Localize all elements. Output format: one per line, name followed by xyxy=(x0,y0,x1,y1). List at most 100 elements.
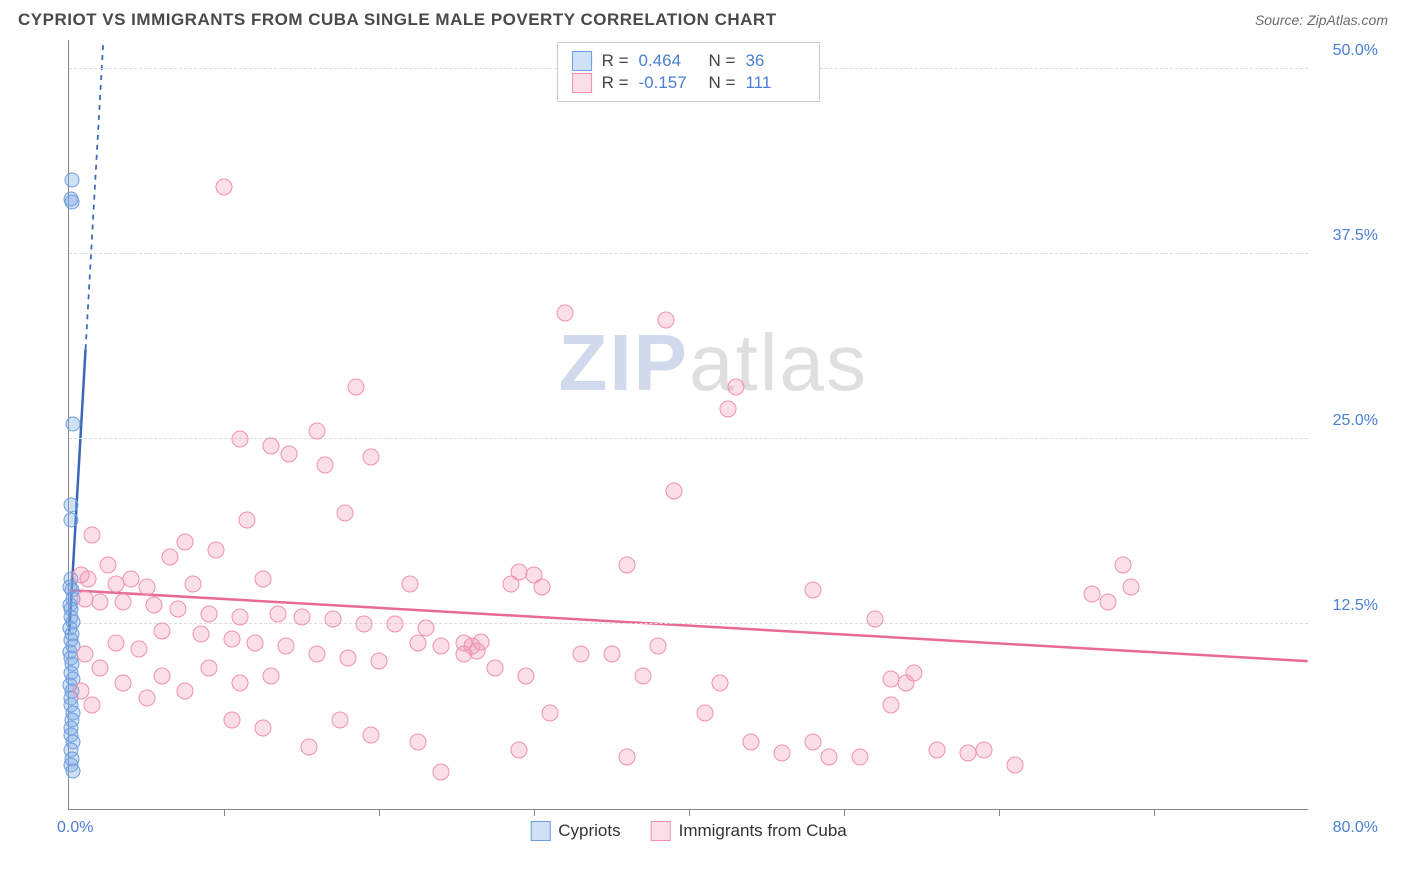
data-point xyxy=(76,590,93,607)
data-point xyxy=(278,638,295,655)
data-point xyxy=(882,697,899,714)
legend-r-label: R = xyxy=(602,73,629,93)
data-point xyxy=(1122,578,1139,595)
data-point xyxy=(254,719,271,736)
data-point xyxy=(634,667,651,684)
data-point xyxy=(433,638,450,655)
data-point xyxy=(301,738,318,755)
data-point xyxy=(79,571,96,588)
legend-label: Immigrants from Cuba xyxy=(679,821,847,841)
data-point xyxy=(541,704,558,721)
data-point xyxy=(371,652,388,669)
data-point xyxy=(161,549,178,566)
legend-r-value: -0.157 xyxy=(639,73,699,93)
plot-area: ZIPatlas R = 0.464N = 36R = -0.157N = 11… xyxy=(68,40,1308,810)
data-point xyxy=(533,578,550,595)
data-point xyxy=(177,682,194,699)
data-point xyxy=(820,749,837,766)
legend-swatch xyxy=(530,821,550,841)
data-point xyxy=(63,513,78,528)
data-point xyxy=(130,641,147,658)
data-point xyxy=(115,675,132,692)
data-point xyxy=(65,417,80,432)
legend-row: R = -0.157N = 111 xyxy=(572,73,806,93)
data-point xyxy=(743,734,760,751)
data-point xyxy=(169,601,186,618)
legend-item: Immigrants from Cuba xyxy=(651,821,847,841)
data-point xyxy=(960,744,977,761)
x-origin-label: 0.0% xyxy=(57,819,93,837)
data-point xyxy=(1115,556,1132,573)
x-tick xyxy=(844,809,845,816)
trend-lines xyxy=(69,40,1308,809)
data-point xyxy=(867,611,884,628)
data-point xyxy=(208,541,225,558)
grid-line xyxy=(69,253,1308,254)
legend-row: R = 0.464N = 36 xyxy=(572,51,806,71)
x-max-label: 80.0% xyxy=(1318,819,1378,837)
data-point xyxy=(254,571,271,588)
y-tick-label: 50.0% xyxy=(1318,42,1378,60)
data-point xyxy=(64,498,79,513)
data-point xyxy=(309,423,326,440)
data-point xyxy=(231,608,248,625)
legend-r-value: 0.464 xyxy=(639,51,699,71)
data-point xyxy=(409,734,426,751)
data-point xyxy=(487,660,504,677)
legend-n-label: N = xyxy=(709,51,736,71)
data-point xyxy=(1099,593,1116,610)
data-point xyxy=(774,744,791,761)
data-point xyxy=(154,623,171,640)
data-point xyxy=(185,575,202,592)
data-point xyxy=(309,645,326,662)
data-point xyxy=(347,378,364,395)
legend-label: Cypriots xyxy=(558,821,620,841)
data-point xyxy=(719,401,736,418)
data-point xyxy=(1006,756,1023,773)
x-tick xyxy=(534,809,535,816)
data-point xyxy=(293,608,310,625)
data-point xyxy=(324,611,341,628)
chart-title: CYPRIOT VS IMMIGRANTS FROM CUBA SINGLE M… xyxy=(18,10,777,30)
data-point xyxy=(270,605,287,622)
data-point xyxy=(696,704,713,721)
data-point xyxy=(200,660,217,677)
data-point xyxy=(340,649,357,666)
data-point xyxy=(363,726,380,743)
data-point xyxy=(231,675,248,692)
data-point xyxy=(107,575,124,592)
data-point xyxy=(363,448,380,465)
data-point xyxy=(63,191,78,206)
data-point xyxy=(177,534,194,551)
data-point xyxy=(805,581,822,598)
data-point xyxy=(223,712,240,729)
data-point xyxy=(619,749,636,766)
data-point xyxy=(1084,586,1101,603)
data-point xyxy=(502,575,519,592)
x-tick xyxy=(224,809,225,816)
source-attribution: Source: ZipAtlas.com xyxy=(1255,12,1388,28)
data-point xyxy=(123,571,140,588)
data-point xyxy=(231,430,248,447)
data-point xyxy=(386,615,403,632)
data-point xyxy=(154,667,171,684)
grid-line xyxy=(69,623,1308,624)
data-point xyxy=(929,741,946,758)
data-point xyxy=(281,445,298,462)
data-point xyxy=(262,667,279,684)
data-point xyxy=(76,645,93,662)
data-point xyxy=(92,593,109,610)
data-point xyxy=(65,172,80,187)
legend-item: Cypriots xyxy=(530,821,620,841)
data-point xyxy=(332,712,349,729)
legend-swatch xyxy=(651,821,671,841)
data-point xyxy=(619,556,636,573)
data-point xyxy=(138,578,155,595)
data-point xyxy=(851,749,868,766)
y-tick-label: 25.0% xyxy=(1318,412,1378,430)
data-point xyxy=(336,504,353,521)
legend-n-value: 111 xyxy=(745,73,805,93)
data-point xyxy=(657,312,674,329)
data-point xyxy=(603,645,620,662)
x-tick xyxy=(999,809,1000,816)
